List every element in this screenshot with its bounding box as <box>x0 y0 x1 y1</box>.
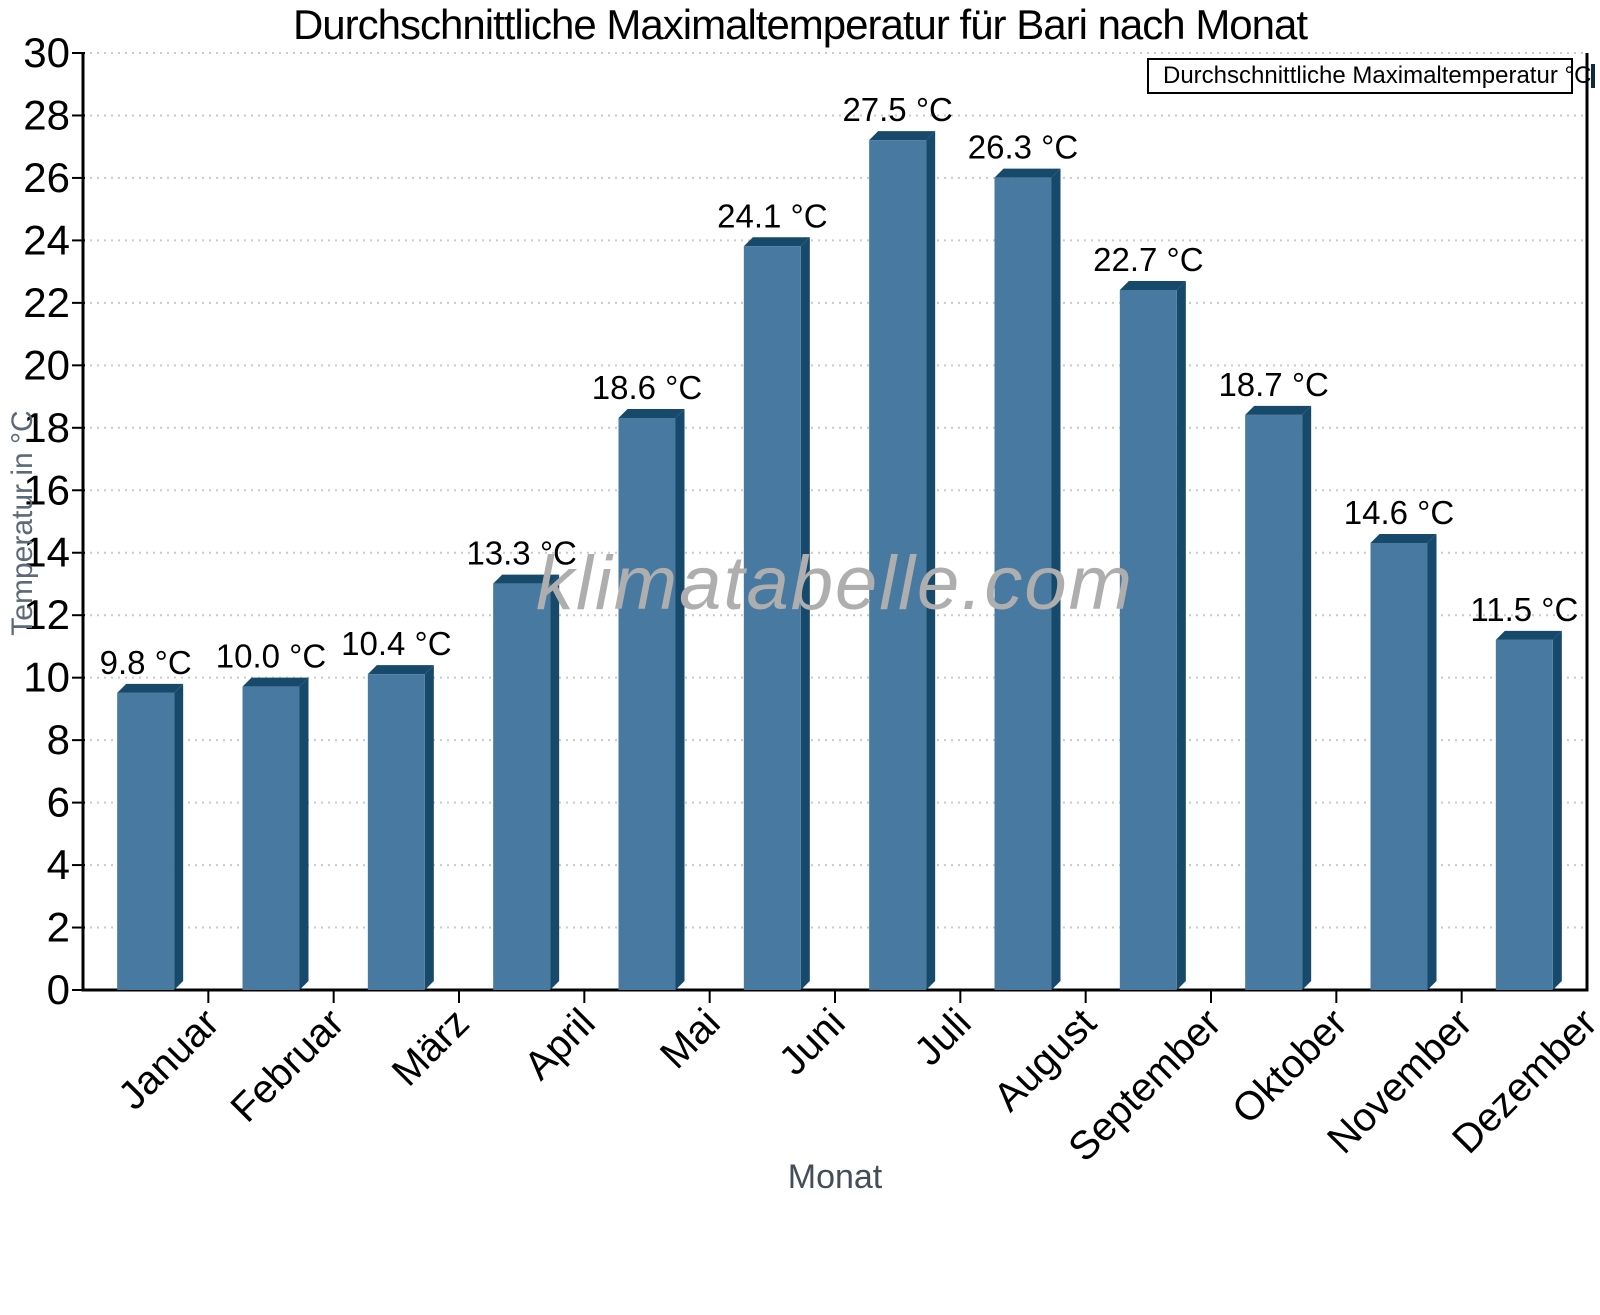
bar-oktober <box>1245 405 1312 991</box>
bar-side-edge <box>1552 630 1562 990</box>
bar-value-label-märz: 10.4 °C <box>341 625 451 662</box>
bar-value-label-mai: 18.6 °C <box>592 369 702 406</box>
x-axis-title: Monat <box>787 1158 883 1196</box>
bar-side-edge <box>800 237 810 990</box>
bar-märz <box>367 665 434 990</box>
y-tick-label-24: 24 <box>23 216 70 263</box>
bar-januar <box>117 683 184 990</box>
bar-side-edge <box>1427 533 1437 990</box>
bar-face <box>367 674 425 990</box>
bar-september <box>1119 281 1186 991</box>
bar-face <box>117 692 175 990</box>
bar-top-edge <box>994 168 1061 178</box>
bar-april <box>493 574 560 990</box>
bar-top-edge <box>1119 281 1186 291</box>
bar-top-edge <box>869 131 936 141</box>
bar-value-label-januar: 9.8 °C <box>100 644 192 681</box>
y-tick-label-8: 8 <box>47 716 70 763</box>
bar-face <box>869 140 927 991</box>
bar-side-edge <box>926 131 936 991</box>
bar-top-edge <box>1370 533 1437 543</box>
bar-face <box>242 686 300 990</box>
bar-top-edge <box>1495 630 1562 640</box>
bar-august <box>994 168 1061 990</box>
bar-side-edge <box>1051 168 1061 990</box>
y-tick-label-4: 4 <box>47 841 70 888</box>
legend-label: Durchschnittliche Maximaltemperatur °C <box>1163 62 1592 89</box>
y-tick-label-28: 28 <box>23 91 70 138</box>
bar-top-edge <box>743 237 810 247</box>
bar-value-label-dezember: 11.5 °C <box>1470 591 1578 628</box>
y-axis-title: Temperatur in °C <box>6 410 39 636</box>
bar-top-edge <box>117 683 184 693</box>
bar-value-label-juli: 27.5 °C <box>842 91 952 128</box>
y-tick-label-2: 2 <box>47 904 70 951</box>
y-tick-label-14: 14 <box>23 529 70 576</box>
bar-side-edge <box>675 409 685 990</box>
bar-face <box>994 177 1052 990</box>
bar-face <box>1370 542 1428 990</box>
y-tick-label-10: 10 <box>23 654 70 701</box>
bar-juni <box>743 237 810 990</box>
bar-top-edge <box>1245 405 1312 415</box>
bar-value-label-oktober: 18.7 °C <box>1218 366 1328 403</box>
bar-mai <box>618 409 685 990</box>
bar-value-label-august: 26.3 °C <box>968 129 1078 166</box>
y-tick-label-20: 20 <box>23 341 70 388</box>
y-tick-label-22: 22 <box>23 279 70 326</box>
bar-value-label-november: 14.6 °C <box>1344 494 1454 531</box>
bar-value-label-februar: 10.0 °C <box>216 638 326 675</box>
bar-face <box>1119 290 1177 991</box>
bar-top-edge <box>367 665 434 675</box>
bar-face <box>618 418 676 990</box>
bar-value-label-juni: 24.1 °C <box>717 197 827 234</box>
y-tick-label-16: 16 <box>23 466 70 513</box>
bar-side-edge <box>1176 281 1186 991</box>
bar-top-edge <box>618 409 685 419</box>
y-tick-label-12: 12 <box>23 591 70 638</box>
bar-value-label-september: 22.7 °C <box>1093 241 1203 278</box>
bar-top-edge <box>493 574 560 584</box>
bar-november <box>1370 533 1437 990</box>
bar-value-label-april: 13.3 °C <box>466 535 576 572</box>
y-tick-label-18: 18 <box>23 404 70 451</box>
y-tick-label-26: 26 <box>23 154 70 201</box>
legend-color-swatch-icon <box>1591 64 1596 88</box>
bar-side-edge <box>299 677 309 990</box>
bar-juli <box>869 131 936 991</box>
bar-face <box>743 246 801 990</box>
legend: Durchschnittliche Maximaltemperatur °C <box>1147 58 1596 94</box>
bar-side-edge <box>1302 405 1312 991</box>
y-tick-label-0: 0 <box>47 966 70 1013</box>
bar-side-edge <box>550 574 560 990</box>
bar-face <box>493 583 551 990</box>
bar-side-edge <box>174 683 184 990</box>
bar-top-edge <box>242 677 309 687</box>
climate-bar-chart: Durchschnittliche Maximaltemperatur für … <box>6 1 1600 1196</box>
chart-title: Durchschnittliche Maximaltemperatur für … <box>292 1 1308 48</box>
bar-side-edge <box>424 665 434 990</box>
bar-februar <box>242 677 309 990</box>
y-tick-label-6: 6 <box>47 779 70 826</box>
bar-face <box>1245 414 1303 991</box>
y-tick-label-30: 30 <box>23 29 70 76</box>
bar-dezember <box>1495 630 1562 990</box>
bar-face <box>1495 639 1553 990</box>
